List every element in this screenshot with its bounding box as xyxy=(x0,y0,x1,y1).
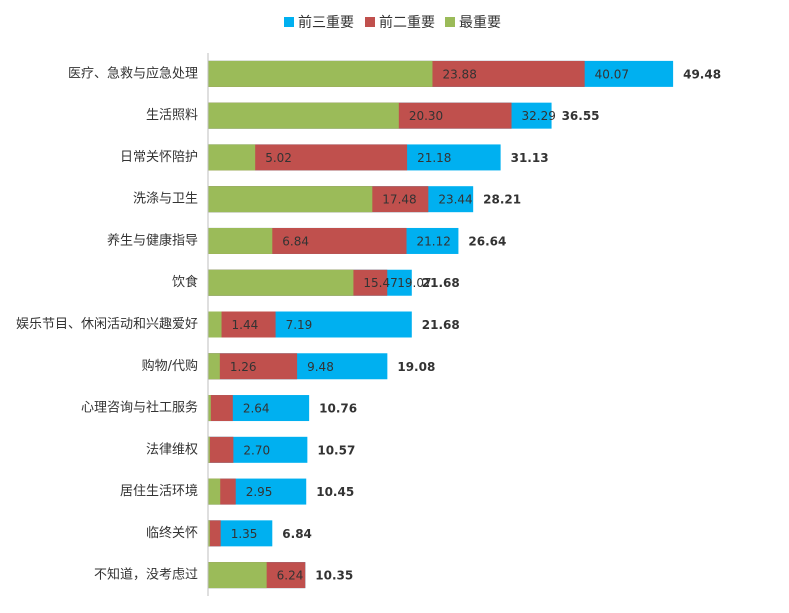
y-tick-label: 洗涤与卫生 xyxy=(133,192,198,207)
bar xyxy=(208,395,233,422)
data-label: 17.48 xyxy=(382,193,416,207)
bar xyxy=(208,186,373,213)
legend-label: 前二重要 xyxy=(379,14,435,31)
data-label: 1.26 xyxy=(230,360,257,374)
legend-label: 前三重要 xyxy=(298,14,354,31)
bar xyxy=(208,311,222,338)
data-label: 40.07 xyxy=(595,67,629,81)
data-label: 19.08 xyxy=(397,360,435,374)
y-tick-label: 临终关怀 xyxy=(146,525,198,541)
data-label: 23.88 xyxy=(442,67,476,81)
data-label: 21.12 xyxy=(417,234,451,248)
data-label: 6.24 xyxy=(277,569,304,583)
bar xyxy=(208,436,210,463)
data-label: 1.44 xyxy=(232,318,259,332)
data-label: 28.21 xyxy=(483,193,521,207)
data-label: 1.35 xyxy=(231,527,258,541)
data-label: 6.84 xyxy=(282,527,312,541)
data-label: 26.64 xyxy=(468,234,506,248)
legend-swatch xyxy=(445,17,455,27)
data-label: 49.48 xyxy=(683,67,721,81)
data-label: 10.76 xyxy=(319,402,357,416)
y-tick-label: 日常关怀陪护 xyxy=(120,150,198,165)
data-label: 2.70 xyxy=(243,443,270,457)
data-label: 31.13 xyxy=(511,151,549,165)
y-tick-label: 法律维权 xyxy=(146,441,198,457)
y-tick-label: 不知道，没考虑过 xyxy=(94,567,198,583)
data-label: 10.35 xyxy=(315,569,353,583)
y-tick-label: 娱乐节目、休闲活动和兴趣爱好 xyxy=(16,317,198,332)
bar xyxy=(208,227,273,254)
legend-label: 最重要 xyxy=(459,15,501,31)
legend-swatch xyxy=(284,17,294,27)
data-label: 36.55 xyxy=(562,109,600,123)
data-label: 21.68 xyxy=(422,276,460,290)
bar xyxy=(208,562,267,589)
y-tick-label: 生活照料 xyxy=(146,108,198,123)
legend: 前三重要 前二重要 最重要 xyxy=(284,14,501,31)
bar xyxy=(208,478,221,505)
y-tick-label: 养生与健康指导 xyxy=(107,232,198,248)
data-label: 5.02 xyxy=(265,151,292,165)
data-label: 2.95 xyxy=(246,485,273,499)
bar xyxy=(208,436,234,463)
data-label: 21.18 xyxy=(417,151,451,165)
y-tick-label: 心理咨询与社工服务 xyxy=(81,400,198,416)
bar xyxy=(208,144,256,171)
bar xyxy=(208,269,354,296)
data-label: 32.29 xyxy=(522,109,556,123)
bar xyxy=(208,395,211,422)
data-label: 7.19 xyxy=(286,318,313,332)
y-tick-label: 居住生活环境 xyxy=(120,484,198,499)
data-label: 9.48 xyxy=(307,360,334,374)
bar xyxy=(208,520,221,547)
bar xyxy=(208,353,298,380)
data-label: 2.64 xyxy=(243,402,270,416)
data-label: 21.68 xyxy=(422,318,460,332)
data-label: 10.45 xyxy=(316,485,354,499)
data-label: 6.84 xyxy=(282,234,309,248)
bar xyxy=(208,353,220,380)
data-label: 19.07 xyxy=(397,276,431,290)
data-label: 10.57 xyxy=(317,443,355,457)
legend-swatch xyxy=(365,17,375,27)
bar xyxy=(208,520,210,547)
y-tick-label: 购物/代购 xyxy=(142,358,198,374)
data-label: 23.44 xyxy=(438,193,472,207)
y-tick-label: 医疗、急救与应急处理 xyxy=(68,65,198,81)
y-tick-label: 饮食 xyxy=(172,274,198,290)
bar xyxy=(208,102,399,129)
data-label: 20.30 xyxy=(409,109,443,123)
data-label: 15.47 xyxy=(363,276,397,290)
bar xyxy=(208,60,433,87)
